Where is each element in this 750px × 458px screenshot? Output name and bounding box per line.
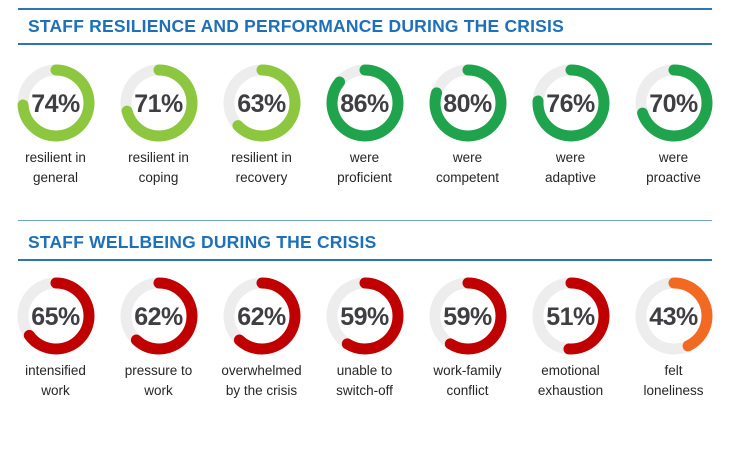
percent-value: 62% (237, 302, 286, 331)
donut-chart: 62% (120, 277, 198, 355)
donut-ring-icon (326, 64, 403, 142)
section-divider-line-top (18, 220, 712, 221)
percent-value: 86% (340, 89, 389, 118)
section-title-wellbeing: STAFF WELLBEING DURING THE CRISIS (28, 232, 377, 252)
gauge-label: resilient in coping (128, 150, 189, 185)
donut-ring-icon (120, 64, 197, 142)
donut-chart: 59% (429, 277, 507, 355)
section-wellbeing: STAFF WELLBEING DURING THE CRISIS 65% int… (0, 220, 750, 401)
gauge-label: emotional exhaustion (537, 363, 604, 398)
donut-ring-icon (429, 277, 506, 355)
donut-gauge: 65% intensified work (4, 277, 107, 401)
gauge-row-wellbeing: 65% intensified work 62% pressure to work 62… (0, 277, 750, 401)
donut-chart: 80% (429, 64, 507, 142)
gauge-label: were proactive (646, 150, 701, 185)
donut-chart: 86% (326, 64, 404, 142)
gauge-label: felt loneliness (643, 363, 704, 398)
gauge-label: resilient in general (25, 150, 86, 185)
gauge-label: were competent (435, 150, 500, 185)
donut-gauge: 86% were proficient (313, 64, 416, 188)
donut-ring-icon (17, 64, 94, 142)
section-divider-line-bottom (18, 43, 712, 45)
gauge-label: unable to switch-off (336, 363, 393, 398)
donut-ring-icon (532, 277, 609, 355)
percent-value: 74% (31, 89, 80, 118)
percent-value: 80% (443, 89, 492, 118)
gauge-label: were adaptive (544, 150, 597, 185)
donut-gauge: 59% unable to switch-off (313, 277, 416, 401)
gauge-label: intensified work (25, 363, 86, 398)
donut-ring-icon (326, 277, 403, 355)
percent-value: 65% (31, 302, 80, 331)
donut-ring-icon (635, 277, 712, 355)
gauge-label: resilient in recovery (231, 150, 292, 185)
donut-chart: 59% (326, 277, 404, 355)
section-resilience: STAFF RESILIENCE AND PERFORMANCE DURING … (0, 0, 750, 188)
donut-ring-icon (532, 64, 609, 142)
section-divider-line-top (18, 8, 712, 10)
donut-gauge: 76% were adaptive (519, 64, 622, 188)
donut-gauge: 70% were proactive (622, 64, 725, 188)
percent-value: 59% (340, 302, 389, 331)
gauge-label: pressure to work (124, 363, 193, 398)
donut-chart: 65% (17, 277, 95, 355)
percent-value: 59% (443, 302, 492, 331)
gauge-label: were proficient (337, 150, 392, 185)
donut-gauge: 59% work-family conflict (416, 277, 519, 401)
percent-value: 51% (546, 302, 595, 331)
percent-value: 63% (237, 89, 286, 118)
donut-chart: 43% (635, 277, 713, 355)
gauge-label: work-family conflict (433, 363, 502, 398)
percent-value: 71% (134, 89, 183, 118)
donut-gauge: 43% felt loneliness (622, 277, 725, 401)
donut-gauge: 63% resilient in recovery (210, 64, 313, 188)
donut-ring-icon (223, 64, 300, 142)
donut-ring-icon (120, 277, 197, 355)
percent-value: 43% (649, 302, 698, 331)
donut-gauge: 62% pressure to work (107, 277, 210, 401)
percent-value: 76% (546, 89, 595, 118)
section-divider-line-bottom (18, 259, 712, 261)
donut-chart: 51% (532, 277, 610, 355)
donut-gauge: 51% emotional exhaustion (519, 277, 622, 401)
gauge-row-resilience: 74% resilient in general 71% resilient in c… (0, 64, 750, 188)
donut-chart: 74% (17, 64, 95, 142)
donut-ring-icon (223, 277, 300, 355)
gauge-label: overwhelmed by the crisis (221, 363, 302, 398)
donut-gauge: 71% resilient in coping (107, 64, 210, 188)
percent-value: 62% (134, 302, 183, 331)
donut-ring-icon (17, 277, 94, 355)
section-title-resilience: STAFF RESILIENCE AND PERFORMANCE DURING … (28, 16, 564, 36)
donut-ring-icon (635, 64, 712, 142)
donut-chart: 71% (120, 64, 198, 142)
percent-value: 70% (649, 89, 698, 118)
donut-chart: 63% (223, 64, 301, 142)
donut-gauge: 80% were competent (416, 64, 519, 188)
donut-gauge: 74% resilient in general (4, 64, 107, 188)
donut-ring-icon (429, 64, 506, 142)
donut-chart: 70% (635, 64, 713, 142)
donut-chart: 76% (532, 64, 610, 142)
donut-chart: 62% (223, 277, 301, 355)
donut-gauge: 62% overwhelmed by the crisis (210, 277, 313, 401)
